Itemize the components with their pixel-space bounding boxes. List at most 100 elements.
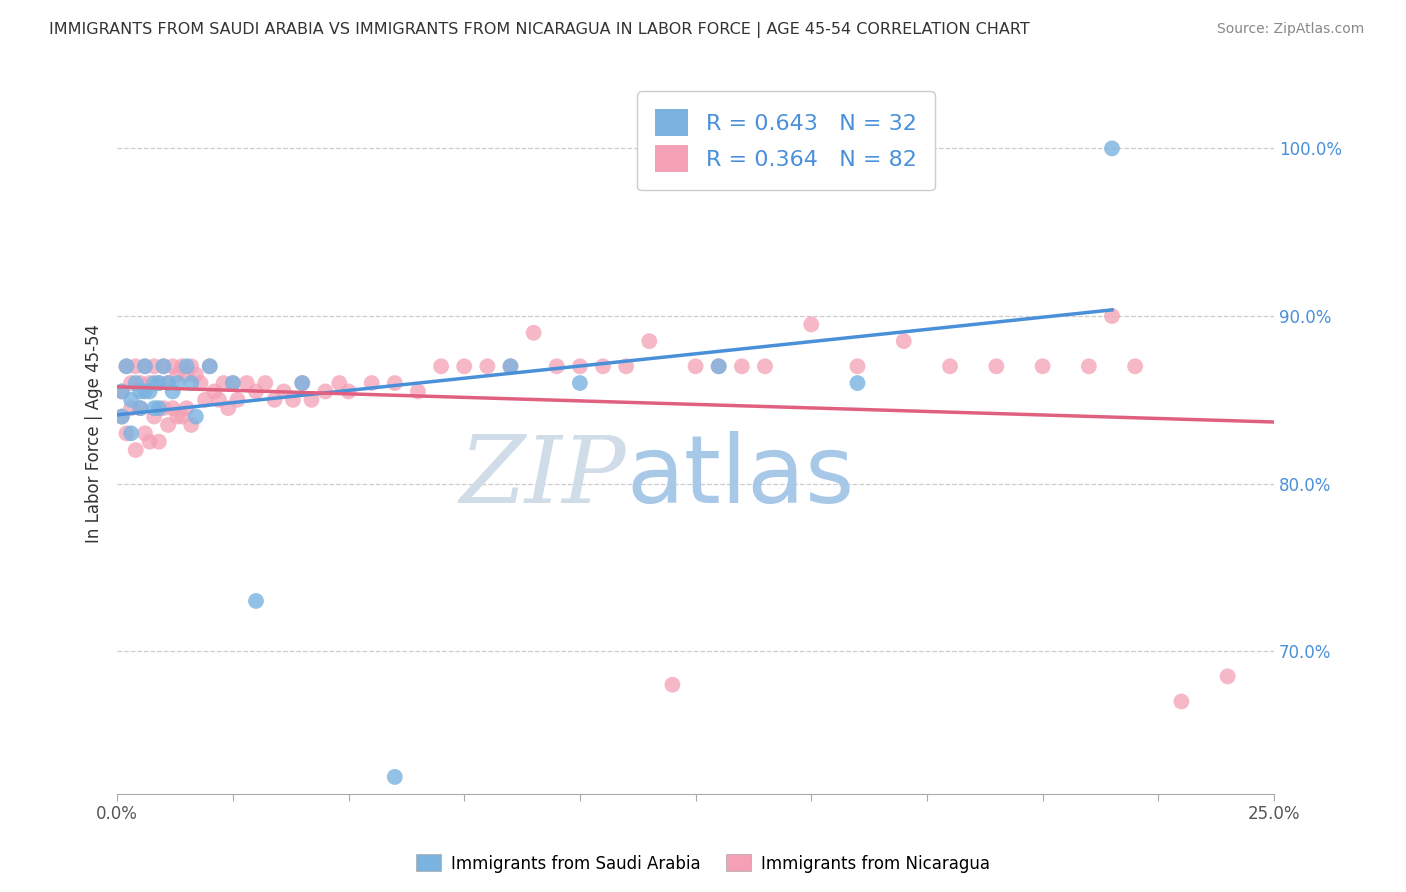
Point bbox=[281, 392, 304, 407]
Point bbox=[120, 426, 142, 441]
Point bbox=[360, 376, 382, 390]
Point bbox=[134, 384, 156, 399]
Point bbox=[523, 326, 546, 340]
Point bbox=[125, 359, 148, 374]
Point bbox=[337, 384, 360, 399]
Point bbox=[134, 359, 156, 374]
Point bbox=[273, 384, 295, 399]
Point bbox=[499, 359, 522, 374]
Point bbox=[384, 770, 406, 784]
Point bbox=[546, 359, 568, 374]
Point bbox=[685, 359, 707, 374]
Point bbox=[453, 359, 475, 374]
Point bbox=[263, 392, 285, 407]
Point bbox=[235, 376, 257, 390]
Point bbox=[176, 359, 198, 374]
Point bbox=[166, 409, 188, 424]
Point bbox=[226, 392, 249, 407]
Point bbox=[111, 384, 134, 399]
Point bbox=[129, 401, 152, 416]
Point bbox=[148, 434, 170, 449]
Point bbox=[1101, 309, 1123, 323]
Point bbox=[198, 359, 221, 374]
Point bbox=[194, 392, 217, 407]
Point bbox=[328, 376, 350, 390]
Point bbox=[152, 401, 174, 416]
Point bbox=[129, 401, 152, 416]
Point bbox=[291, 376, 314, 390]
Point bbox=[254, 376, 277, 390]
Point bbox=[138, 434, 160, 449]
Point bbox=[638, 334, 661, 348]
Text: atlas: atlas bbox=[626, 431, 855, 523]
Y-axis label: In Labor Force | Age 45-54: In Labor Force | Age 45-54 bbox=[86, 324, 103, 543]
Text: IMMIGRANTS FROM SAUDI ARABIA VS IMMIGRANTS FROM NICARAGUA IN LABOR FORCE | AGE 4: IMMIGRANTS FROM SAUDI ARABIA VS IMMIGRAN… bbox=[49, 22, 1031, 38]
Point bbox=[893, 334, 915, 348]
Point bbox=[134, 426, 156, 441]
Point bbox=[170, 409, 193, 424]
Point bbox=[157, 417, 180, 432]
Point bbox=[245, 594, 267, 608]
Point bbox=[986, 359, 1008, 374]
Point bbox=[198, 359, 221, 374]
Point bbox=[707, 359, 730, 374]
Point bbox=[406, 384, 429, 399]
Point bbox=[1216, 669, 1239, 683]
Point bbox=[245, 384, 267, 399]
Point bbox=[1032, 359, 1054, 374]
Point bbox=[661, 678, 683, 692]
Point bbox=[115, 359, 138, 374]
Point bbox=[1101, 141, 1123, 155]
Point bbox=[120, 401, 142, 416]
Point bbox=[170, 359, 193, 374]
Point bbox=[222, 376, 245, 390]
Point bbox=[314, 384, 336, 399]
Point bbox=[134, 359, 156, 374]
Point bbox=[129, 376, 152, 390]
Point bbox=[1170, 694, 1192, 708]
Point bbox=[202, 384, 225, 399]
Point bbox=[143, 359, 166, 374]
Text: ZIP: ZIP bbox=[460, 432, 626, 522]
Point bbox=[157, 376, 180, 390]
Point bbox=[568, 376, 591, 390]
Point bbox=[180, 417, 202, 432]
Point bbox=[176, 401, 198, 416]
Point bbox=[115, 359, 138, 374]
Point bbox=[125, 376, 148, 390]
Point bbox=[846, 359, 869, 374]
Point bbox=[614, 359, 637, 374]
Point bbox=[143, 401, 166, 416]
Point bbox=[499, 359, 522, 374]
Point bbox=[162, 384, 184, 399]
Point bbox=[212, 376, 235, 390]
Point bbox=[1077, 359, 1099, 374]
Legend: R = 0.643   N = 32, R = 0.364   N = 82: R = 0.643 N = 32, R = 0.364 N = 82 bbox=[637, 91, 935, 190]
Point bbox=[430, 359, 453, 374]
Point bbox=[138, 376, 160, 390]
Point bbox=[291, 376, 314, 390]
Point bbox=[162, 359, 184, 374]
Point bbox=[846, 376, 869, 390]
Point bbox=[190, 376, 212, 390]
Point bbox=[208, 392, 231, 407]
Point bbox=[217, 401, 239, 416]
Point bbox=[166, 368, 188, 382]
Point bbox=[115, 426, 138, 441]
Point bbox=[125, 443, 148, 458]
Point bbox=[143, 409, 166, 424]
Point bbox=[148, 401, 170, 416]
Point bbox=[568, 359, 591, 374]
Point bbox=[384, 376, 406, 390]
Point bbox=[707, 359, 730, 374]
Text: Source: ZipAtlas.com: Source: ZipAtlas.com bbox=[1216, 22, 1364, 37]
Point bbox=[477, 359, 499, 374]
Point bbox=[120, 376, 142, 390]
Point bbox=[111, 384, 134, 399]
Point bbox=[731, 359, 754, 374]
Point bbox=[157, 376, 180, 390]
Point bbox=[111, 409, 134, 424]
Point bbox=[166, 376, 188, 390]
Point bbox=[222, 376, 245, 390]
Point bbox=[129, 384, 152, 399]
